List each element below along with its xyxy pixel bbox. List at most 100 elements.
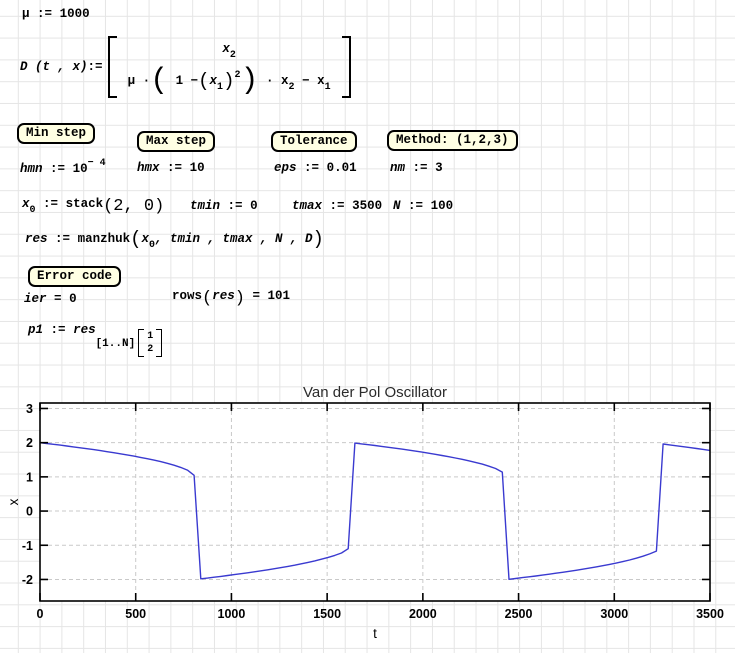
res-lhs: res (25, 232, 48, 246)
region-label-error-code[interactable]: Error code (28, 266, 122, 287)
nm-value: 3 (435, 161, 443, 175)
rows-arg: res (212, 289, 235, 303)
assign-operator: := (412, 161, 428, 175)
x-tick-label: 0 (37, 607, 44, 621)
formula-hmx[interactable]: hmx := 10 (137, 161, 205, 175)
paren-open: ( (150, 63, 169, 98)
p1-base: res (73, 323, 96, 337)
N-value: 100 (430, 199, 454, 213)
hmn-base: 10 (72, 162, 88, 176)
formula-rows[interactable]: rows(res) = 101 (172, 289, 290, 307)
x0-subscript: 0 (149, 240, 156, 251)
formula-eps[interactable]: eps := 0.01 (274, 161, 357, 175)
matrix-row-1: x2 (128, 42, 331, 61)
paren-open-inner: ( (198, 69, 210, 92)
formula-mu[interactable]: μ := 1000 (22, 7, 90, 21)
x-tick-label: 500 (125, 607, 146, 621)
equals-operator: = (252, 289, 260, 303)
hmx-lhs: hmx (137, 161, 160, 175)
mu-term: μ · (127, 73, 151, 88)
paren-close: ) (234, 289, 245, 308)
assign-operator: := (329, 199, 345, 213)
y-tick-label: -1 (22, 539, 33, 553)
matrix-bracket-right-icon (341, 36, 351, 98)
y-tick-label: -2 (22, 573, 33, 587)
plot-background (40, 403, 710, 601)
y-tick-label: 3 (26, 402, 33, 416)
y-tick-label: 0 (26, 505, 33, 519)
region-label-tolerance[interactable]: Tolerance (271, 131, 357, 152)
assign-operator: := (87, 60, 103, 74)
times-x: · x (266, 73, 289, 88)
region-label-min-step[interactable]: Min step (17, 123, 96, 144)
region-label-max-step[interactable]: Max step (137, 131, 216, 152)
formula-N[interactable]: N := 100 (393, 199, 453, 213)
assign-operator: := (55, 232, 71, 246)
stack-function: stack (65, 197, 104, 211)
x-subscript: 2 (229, 49, 236, 61)
vdp-chart-region[interactable]: 3 2 1 0 -1 -2 0 500 1000 1500 2000 2500 3000 3500 Van … (0, 378, 735, 653)
paren-close: ) (312, 228, 324, 250)
D-lhs: D (20, 60, 28, 74)
x-tick-label: 1000 (218, 607, 246, 621)
eps-lhs: eps (274, 161, 297, 175)
tmin-lhs: tmin (190, 199, 221, 213)
minus-x: − x (302, 73, 325, 88)
x-var: x (222, 41, 230, 56)
matrix-row-2: μ ·( 1 −(x1)2) · x2 − x1 (127, 66, 331, 96)
rows-value: 101 (267, 289, 290, 303)
paren-close: ) (240, 63, 259, 98)
y-axis-label: x (6, 498, 21, 505)
x-subscript: 1 (324, 81, 331, 93)
equals-operator: = (54, 292, 62, 306)
exponent: 2 (234, 69, 241, 81)
formula-hmn[interactable]: hmn := 10− 4 (20, 158, 106, 176)
tmax-value: 3500 (352, 199, 383, 213)
formula-nm[interactable]: nm := 3 (390, 161, 443, 175)
vector-bracket-right-icon (156, 329, 163, 357)
formula-D[interactable]: D (t , x) := x2 μ ·( 1 −(x1)2) · x2 − x1 (20, 36, 351, 98)
x0-subscript: 0 (29, 205, 36, 216)
paren-open: ( (130, 228, 142, 250)
ier-lhs: ier (24, 292, 47, 306)
paren-open: ( (202, 289, 213, 308)
assign-operator: := (408, 199, 424, 213)
x-axis-label: t (373, 626, 377, 641)
assign-operator: := (50, 162, 66, 176)
region-label-method[interactable]: Method: (1,2,3) (387, 130, 518, 151)
x0-base: x (141, 232, 149, 246)
assign-operator: := (37, 7, 53, 21)
y-tick-label: 2 (26, 436, 33, 450)
D-args: (t , x) (35, 60, 88, 74)
assign-operator: := (227, 199, 243, 213)
manzhuk-args: , tmin , tmax , N , D (155, 232, 313, 246)
hmx-value: 10 (189, 161, 205, 175)
x-tick-label: 1500 (313, 607, 341, 621)
hmn-lhs: hmn (20, 162, 43, 176)
x-tick-label: 3000 (600, 607, 628, 621)
vector-bracket-left-icon (138, 329, 145, 357)
formula-tmax[interactable]: tmax := 3500 (292, 199, 382, 213)
p1-row-index: [1..N] (95, 338, 136, 350)
manzhuk-function: manzhuk (77, 232, 131, 246)
matrix-bracket-left-icon (107, 36, 117, 98)
tmax-lhs: tmax (292, 199, 323, 213)
tmin-value: 0 (250, 199, 258, 213)
eps-value: 0.01 (326, 161, 357, 175)
assign-operator: := (43, 197, 59, 211)
vdp-trace (39, 442, 711, 581)
formula-ier[interactable]: ier = 0 (24, 292, 77, 306)
p1-col-1: 1 (147, 331, 154, 342)
stack-args: (2, 0) (103, 197, 165, 216)
formula-x0[interactable]: x0 := stack(2, 0) (22, 197, 164, 216)
formula-res[interactable]: res := manzhuk(x0, tmin , tmax , N , D) (25, 230, 324, 252)
assign-operator: := (50, 323, 66, 337)
formula-p1[interactable]: p1 := res[1..N] 1 2 (28, 323, 163, 357)
plot-frame (39, 402, 711, 602)
x-tick-label: 3500 (696, 607, 724, 621)
y-tick-label: 1 (26, 470, 33, 484)
formula-tmin[interactable]: tmin := 0 (190, 199, 258, 213)
nm-lhs: nm (390, 161, 406, 175)
x-tick-label: 2500 (505, 607, 533, 621)
